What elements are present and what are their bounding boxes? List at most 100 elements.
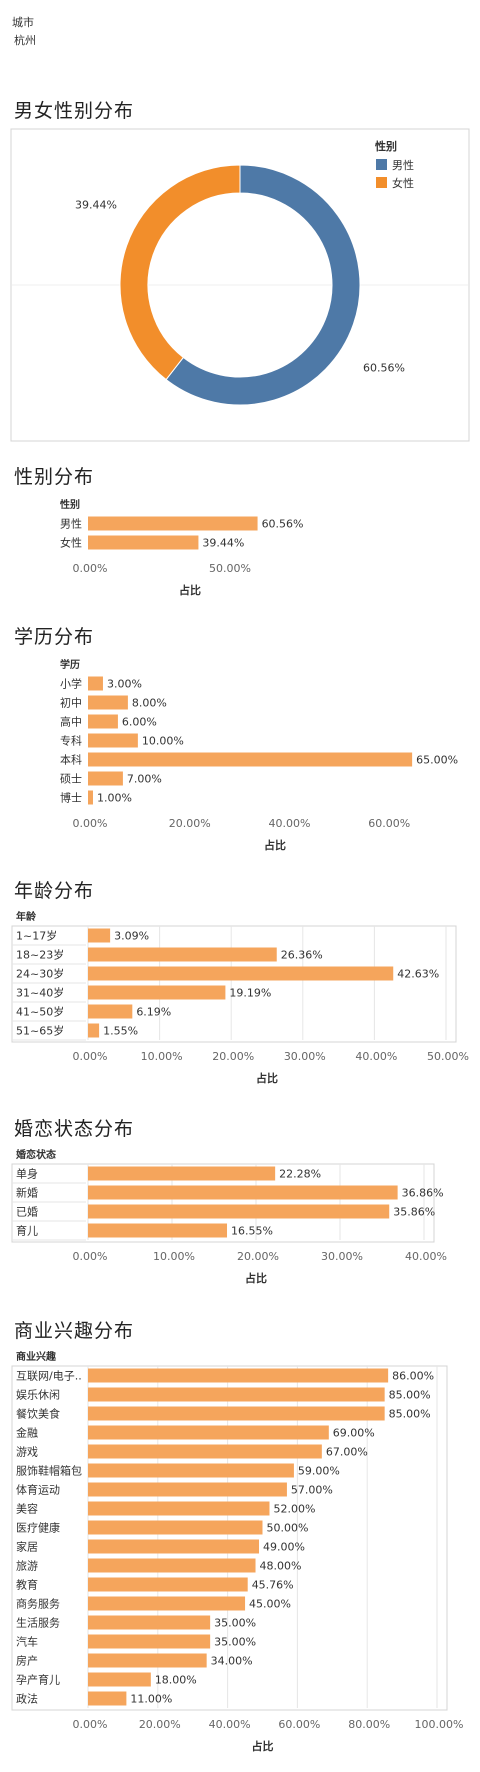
axis-label: 占比 [252, 1739, 274, 1753]
data-label: 69.00% [333, 1427, 375, 1440]
bar [88, 1185, 398, 1200]
category-label: 旅游 [16, 1559, 38, 1573]
donut-data-label: 39.44% [75, 198, 117, 211]
data-label: 22.28% [279, 1168, 321, 1181]
bar [88, 1653, 207, 1668]
category-label: 18~23岁 [16, 948, 64, 962]
category-label: 政法 [16, 1692, 38, 1706]
data-label: 7.00% [127, 773, 162, 786]
category-header: 婚恋状态 [16, 1148, 56, 1161]
data-label: 16.55% [231, 1225, 273, 1238]
bar [88, 733, 138, 748]
data-label: 8.00% [132, 697, 167, 710]
data-label: 19.19% [229, 987, 271, 1000]
category-label: 互联网/电子.. [16, 1370, 82, 1383]
category-header: 年龄 [16, 910, 37, 923]
category-label: 51~65岁 [16, 1024, 64, 1038]
education-bar-title: 学历分布 [14, 626, 95, 648]
bar [88, 1387, 385, 1402]
chart-frame [11, 1365, 448, 1711]
category-label: 男性 [60, 517, 82, 531]
data-label: 11.00% [130, 1693, 172, 1706]
bar [88, 1223, 228, 1238]
bar [88, 1406, 385, 1421]
data-label: 35.00% [214, 1636, 256, 1649]
category-label: 娱乐休闲 [16, 1388, 60, 1402]
category-label: 生活服务 [16, 1616, 60, 1630]
bar [88, 516, 258, 531]
tick-label: 10.00% [141, 1050, 183, 1063]
category-label: 家居 [16, 1540, 38, 1554]
bar [88, 1425, 329, 1440]
data-label: 1.55% [103, 1025, 138, 1038]
category-label: 初中 [60, 696, 82, 710]
tick-label: 0.00% [73, 817, 108, 830]
bar [88, 771, 123, 786]
bar [88, 928, 111, 943]
data-label: 35.00% [214, 1617, 256, 1630]
tick-label: 40.00% [268, 817, 310, 830]
bar [88, 790, 93, 805]
data-label: 59.00% [298, 1465, 340, 1478]
city-filter-value[interactable]: 杭州 [14, 34, 36, 47]
category-label: 专科 [60, 734, 82, 748]
category-label: 31~40岁 [16, 986, 64, 1000]
data-label: 50.00% [267, 1522, 309, 1535]
donut-data-label: 60.56% [363, 362, 405, 375]
data-label: 10.00% [142, 735, 184, 748]
bar [88, 985, 226, 1000]
category-label: 硕士 [60, 773, 82, 786]
tick-label: 0.00% [73, 1050, 108, 1063]
data-label: 60.56% [262, 518, 304, 531]
tick-label: 40.00% [405, 1250, 447, 1263]
category-label: 汽车 [16, 1635, 38, 1649]
bar [88, 1166, 276, 1181]
tick-label: 20.00% [169, 817, 211, 830]
data-label: 86.00% [392, 1370, 434, 1383]
bar [88, 1463, 294, 1478]
tick-label: 40.00% [355, 1050, 397, 1063]
category-label: 医疗健康 [16, 1521, 60, 1535]
category-label: 房产 [16, 1654, 38, 1668]
category-label: 育儿 [16, 1224, 38, 1238]
tick-label: 10.00% [153, 1250, 195, 1263]
data-label: 18.00% [155, 1674, 197, 1687]
data-label: 42.63% [397, 968, 439, 981]
interest-bar-title: 商业兴趣分布 [14, 1320, 135, 1342]
category-label: 服饰鞋帽箱包 [16, 1464, 82, 1478]
bar [88, 1368, 389, 1383]
bar [88, 966, 394, 981]
data-label: 6.19% [136, 1006, 171, 1019]
category-label: 女性 [60, 536, 82, 550]
tick-label: 0.00% [73, 1250, 108, 1263]
category-header: 商业兴趣 [16, 1350, 57, 1363]
category-label: 高中 [60, 715, 82, 729]
age-bar-chart: 年龄 1~17岁 3.09% 18~23岁 26.36% 24~30岁 42.63% 31~4… [11, 910, 469, 1085]
bar [88, 1520, 263, 1535]
donut-slice-male [165, 164, 361, 406]
category-label: 商务服务 [16, 1597, 60, 1611]
category-label: 24~30岁 [16, 967, 64, 981]
tick-label: 40.00% [209, 1718, 251, 1731]
bar [88, 1444, 322, 1459]
category-header: 性别 [59, 498, 80, 511]
data-label: 85.00% [389, 1389, 431, 1402]
bar [88, 1596, 246, 1611]
tick-label: 30.00% [284, 1050, 326, 1063]
category-label: 41~50岁 [16, 1005, 64, 1019]
bar [88, 1615, 211, 1630]
tick-label: 60.00% [368, 817, 410, 830]
data-label: 34.00% [211, 1655, 253, 1668]
category-label: 教育 [16, 1578, 38, 1592]
axis-label: 占比 [179, 583, 201, 597]
data-label: 35.86% [393, 1206, 435, 1219]
bar [88, 695, 128, 710]
tick-label: 60.00% [278, 1718, 320, 1731]
gender-bar-title: 性别分布 [14, 466, 95, 488]
category-label: 新婚 [16, 1186, 38, 1200]
tick-label: 0.00% [73, 1718, 108, 1731]
data-label: 45.76% [252, 1579, 294, 1592]
